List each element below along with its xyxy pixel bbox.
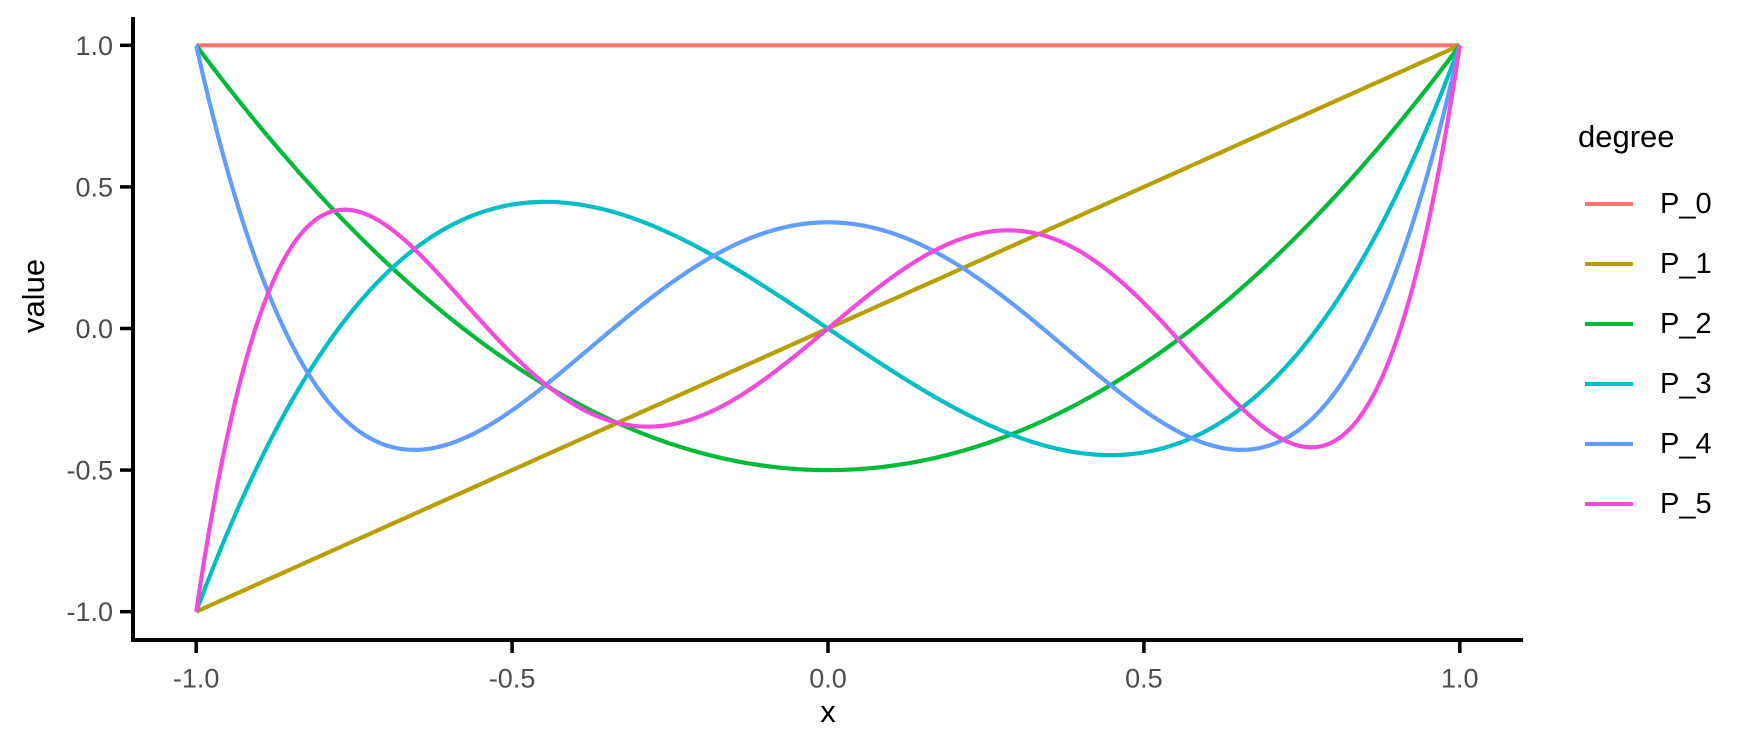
legend-entry-p2: P_2 bbox=[1578, 294, 1712, 354]
x-axis-title: x bbox=[820, 694, 836, 729]
curve-P_5 bbox=[194, 45, 1462, 612]
legend-entry-p4: P_4 bbox=[1578, 414, 1712, 474]
legend-key-line-p2 bbox=[1585, 321, 1633, 327]
legend-key-line-p3 bbox=[1585, 381, 1633, 387]
legend-label-p5: P_5 bbox=[1660, 487, 1712, 520]
x-tick-label: -1.0 bbox=[173, 663, 220, 693]
y-tick-label: -0.5 bbox=[66, 456, 113, 486]
legend-title: degree bbox=[1578, 119, 1675, 154]
y-tick-label: -1.0 bbox=[66, 597, 113, 627]
legend-label-p0: P_0 bbox=[1660, 187, 1712, 220]
legend-entry-p3: P_3 bbox=[1578, 354, 1712, 414]
legend-entry-p1: P_1 bbox=[1578, 234, 1712, 294]
x-tick-label: 0.5 bbox=[1125, 663, 1163, 693]
legend-entry-p0: P_0 bbox=[1578, 174, 1712, 234]
x-tick-label: 0.0 bbox=[809, 663, 847, 693]
y-tick-label: 1.0 bbox=[75, 31, 113, 61]
legend-key-line-p5 bbox=[1585, 501, 1633, 507]
curve-P_4 bbox=[194, 44, 1462, 452]
y-tick-label: 0.5 bbox=[75, 172, 113, 202]
legend-label-p2: P_2 bbox=[1660, 307, 1712, 340]
y-axis-title: value bbox=[16, 258, 51, 334]
curve-P_2 bbox=[194, 44, 1462, 473]
legend: degree P_0 P_1 P_2 P_3 P_4 P_5 bbox=[1578, 116, 1712, 534]
legend-label-p1: P_1 bbox=[1660, 247, 1712, 280]
legend-key-line-p1 bbox=[1585, 261, 1633, 267]
legend-entry-p5: P_5 bbox=[1578, 474, 1712, 534]
x-tick-label: 1.0 bbox=[1441, 663, 1479, 693]
x-tick-label: -0.5 bbox=[489, 663, 536, 693]
y-tick-label: 0.0 bbox=[75, 314, 113, 344]
legend-key-line-p0 bbox=[1585, 201, 1633, 207]
legend-label-p3: P_3 bbox=[1660, 367, 1712, 400]
legend-key-line-p4 bbox=[1585, 441, 1633, 447]
legend-label-p4: P_4 bbox=[1660, 427, 1712, 460]
